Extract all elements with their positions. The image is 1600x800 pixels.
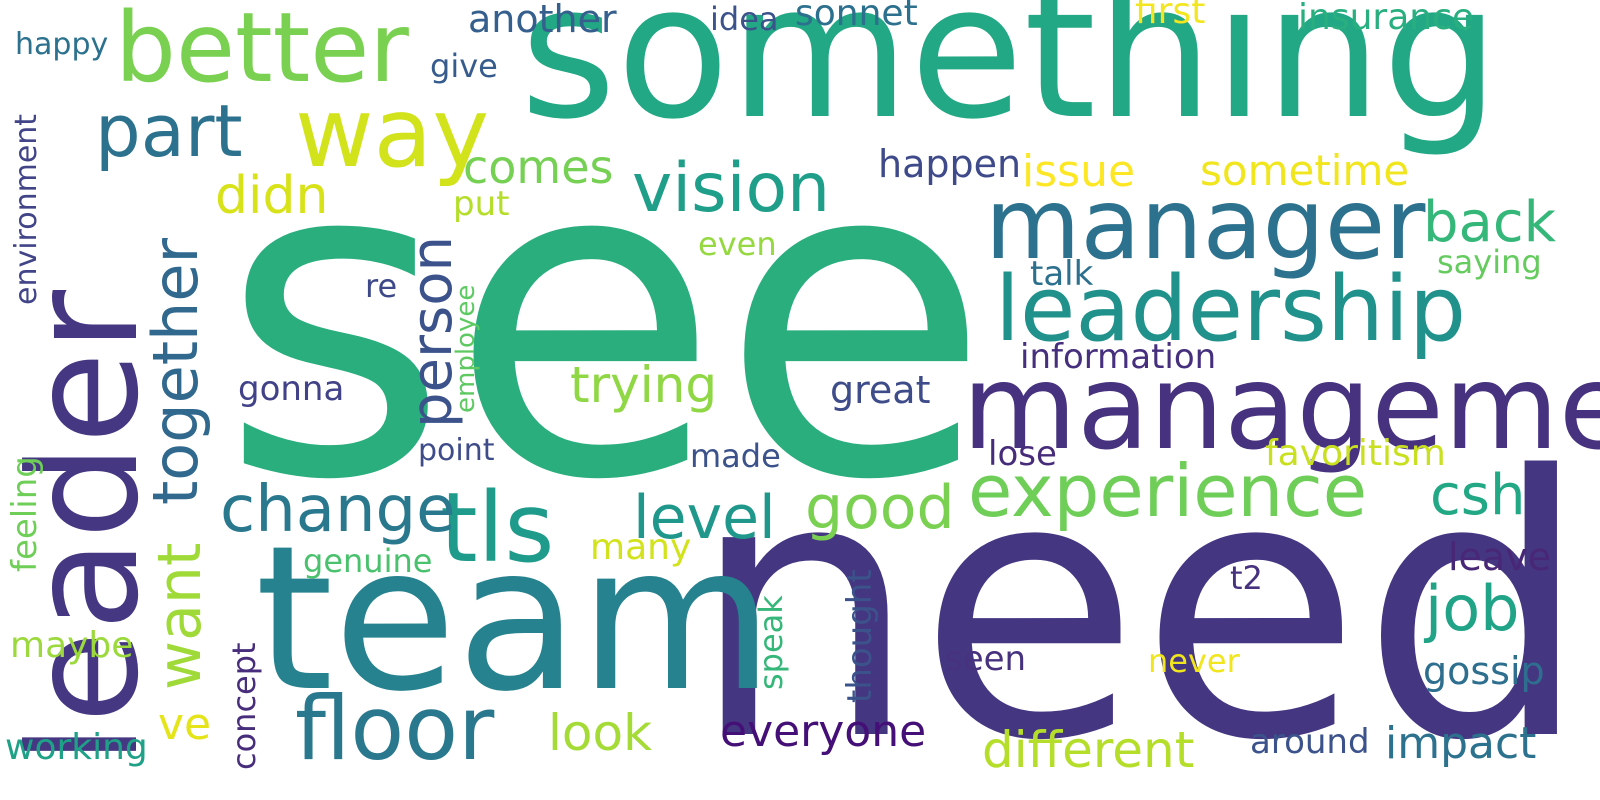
word-good: good (805, 473, 955, 543)
word-gossip: gossip (1423, 649, 1545, 693)
word-change: change (220, 473, 456, 547)
word-thought: thought (840, 569, 880, 703)
word-insurance: insurance (1298, 0, 1475, 38)
word-give: give (430, 47, 498, 85)
word-concept: concept (225, 642, 263, 770)
word-idea: idea (710, 0, 779, 38)
word-tls: tls (440, 472, 555, 584)
word-management: management (962, 338, 1600, 476)
word-floor: floor (295, 677, 495, 780)
word-gonna: gonna (238, 369, 345, 409)
word-part: part (95, 89, 243, 173)
word-working: working (5, 727, 148, 768)
word-made: made (690, 437, 781, 475)
word-re: re (365, 267, 398, 305)
word-t2: t2 (1230, 559, 1263, 597)
word-employee: employee (451, 284, 481, 413)
word-feeling: feeling (5, 456, 45, 572)
word-never: never (1148, 642, 1240, 680)
word-impact: impact (1385, 718, 1537, 769)
word-many: many (590, 527, 692, 568)
word-didn: didn (215, 166, 329, 226)
word-way: way (295, 77, 490, 189)
word-great: great (830, 368, 931, 412)
word-issue: issue (1022, 146, 1136, 197)
word-manager: manager (985, 168, 1426, 282)
word-need: need (690, 400, 1590, 800)
word-together: together (139, 238, 212, 505)
word-something: something (520, 0, 1500, 160)
word-trying: trying (570, 356, 718, 414)
word-sometime: sometime (1200, 146, 1410, 195)
word-leave: leave (1448, 535, 1552, 579)
word-even: even (698, 225, 777, 263)
word-different: different (982, 721, 1195, 779)
word-another: another (468, 0, 617, 41)
word-put: put (453, 184, 510, 224)
word-favoritism: favoritism (1265, 433, 1446, 474)
word-csh: csh (1430, 463, 1526, 528)
word-vision: vision (632, 149, 831, 228)
word-point: point (418, 433, 495, 468)
word-saying: saying (1437, 243, 1542, 281)
word-speak: speak (752, 595, 790, 690)
word-ve: ve (158, 699, 212, 750)
word-around: around (1250, 722, 1370, 762)
word-better: better (115, 0, 409, 104)
word-want: want (145, 542, 215, 690)
word-back: back (1423, 190, 1557, 255)
word-see: see (220, 64, 991, 576)
word-comes: comes (463, 140, 614, 194)
word-job: job (1425, 572, 1520, 645)
word-first: first (1135, 0, 1206, 32)
word-genuine: genuine (303, 542, 433, 580)
word-environment: environment (9, 113, 44, 305)
word-seen: seen (945, 639, 1027, 679)
word-team: team (255, 503, 774, 736)
word-happen: happen (878, 142, 1022, 186)
word-maybe: maybe (10, 625, 134, 666)
word-experience: experience (968, 449, 1368, 533)
word-information: information (1020, 337, 1217, 377)
word-leadership: leadership (995, 257, 1467, 362)
word-lose: lose (988, 434, 1057, 474)
word-talk: talk (1030, 254, 1094, 294)
word-level: level (633, 483, 776, 553)
word-everyone: everyone (720, 706, 927, 757)
word-sonnet: sonnet (795, 0, 918, 34)
word-look: look (548, 704, 653, 762)
word-happy: happy (15, 27, 109, 62)
